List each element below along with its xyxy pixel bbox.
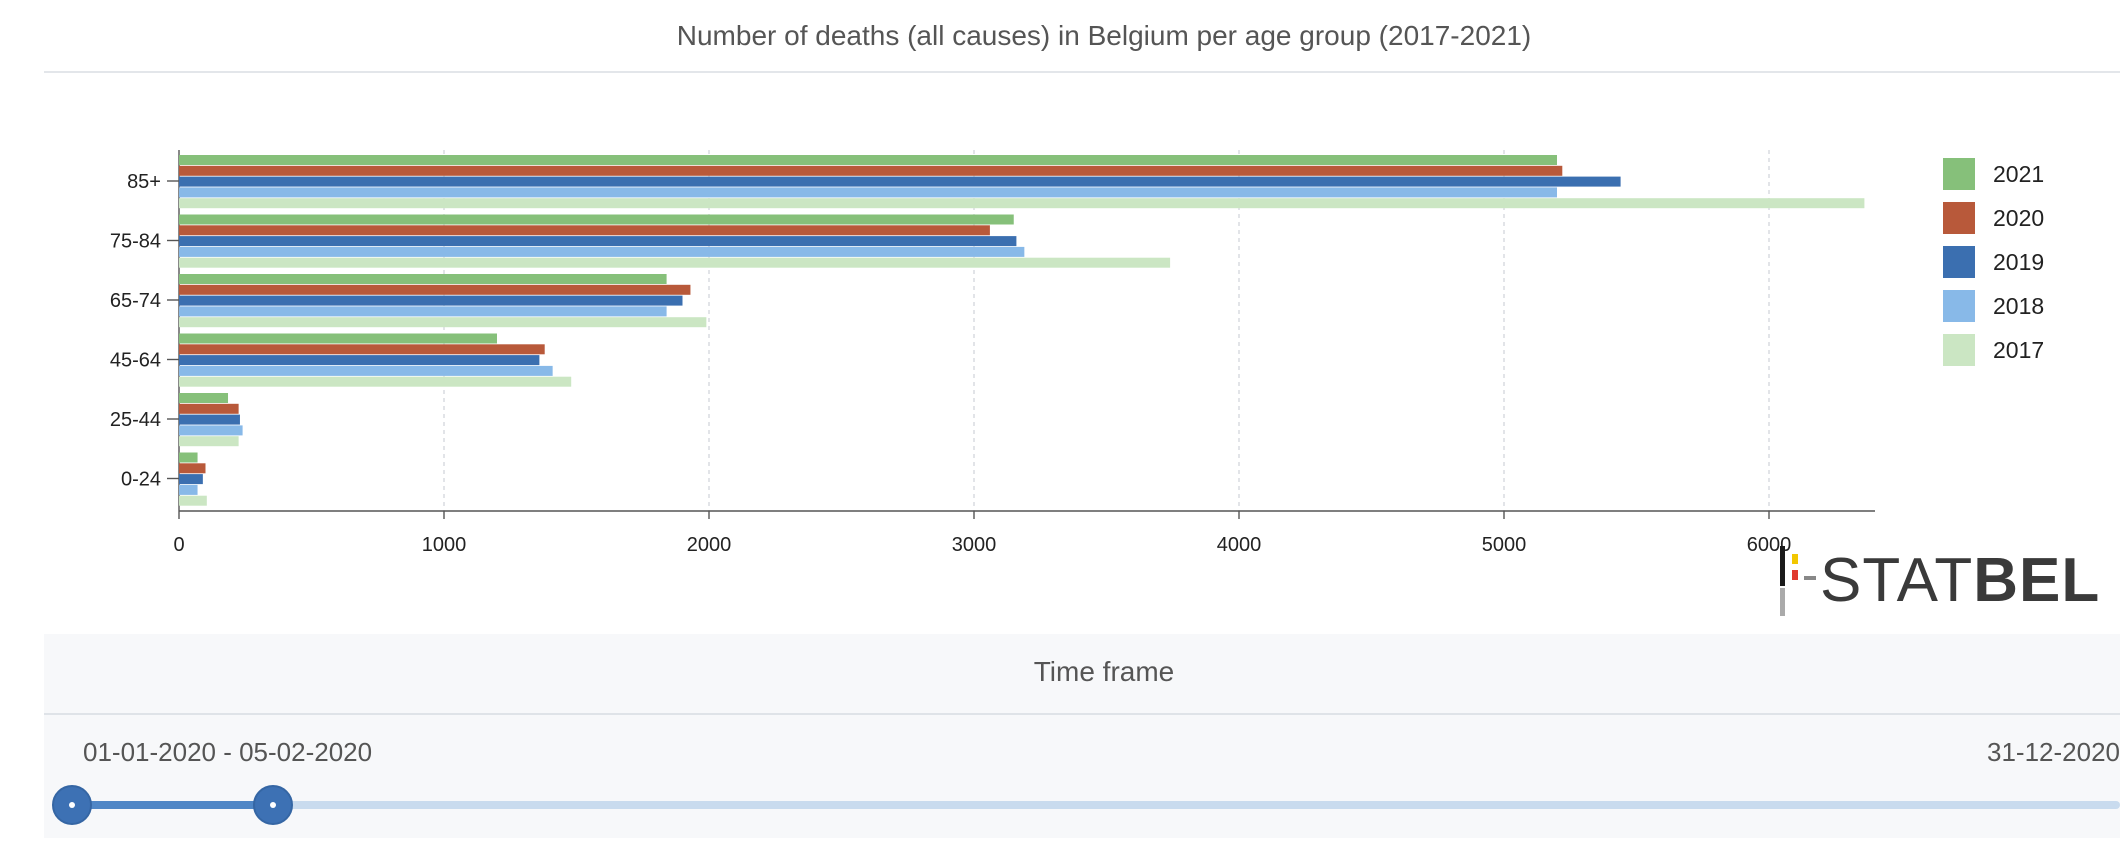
timeframe-panel: Time frame 01-01-2020 - 05-02-2020 31-12…: [44, 634, 2120, 838]
slider-start-handle[interactable]: [52, 785, 92, 825]
bar: [179, 306, 667, 317]
legend-label: 2018: [1993, 293, 2044, 319]
slider-track[interactable]: [72, 801, 2120, 809]
legend-swatch: [1943, 246, 1975, 278]
bar: [179, 376, 572, 387]
statbel-logo-mark: [1780, 546, 1816, 616]
y-tick-label: 65-74: [110, 290, 161, 312]
y-tick-label: 85+: [127, 171, 161, 193]
x-tick-label: 0: [173, 534, 184, 556]
bar: [179, 236, 1017, 247]
y-tick-label: 0-24: [121, 469, 161, 491]
range-end-label: 31-12-2020: [1987, 737, 2120, 767]
bar: [179, 474, 203, 485]
x-tick-label: 5000: [1482, 534, 1527, 556]
x-tick-label: 2000: [687, 534, 732, 556]
selected-range-label: 01-01-2020 - 05-02-2020: [83, 737, 373, 767]
x-tick-label: 3000: [952, 534, 997, 556]
bar: [179, 484, 198, 495]
bar: [179, 187, 1557, 198]
legend-label: 2017: [1993, 337, 2044, 363]
bar: [179, 452, 198, 463]
slider-end-handle[interactable]: [252, 785, 293, 825]
logo-text-stat: STAT: [1820, 546, 1974, 615]
legend-swatch: [1943, 290, 1975, 322]
bar: [179, 425, 243, 436]
legend-label: 2021: [1993, 161, 2044, 187]
bar: [179, 214, 1014, 225]
bar: [179, 295, 683, 306]
bar: [179, 355, 540, 366]
bar: [179, 155, 1557, 165]
legend-label: 2019: [1993, 249, 2044, 275]
legend-swatch: [1943, 334, 1975, 366]
bar: [179, 198, 1865, 209]
x-tick-label: 1000: [422, 534, 467, 556]
title-divider: [44, 71, 2120, 73]
bar: [179, 436, 239, 447]
y-tick-label: 75-84: [110, 231, 161, 253]
slider-selected-range: [72, 801, 273, 809]
statbel-logo-wordmark: STATBEL: [1820, 542, 2100, 620]
bar: [179, 165, 1563, 176]
bar: [179, 414, 240, 425]
legend-label: 2020: [1993, 205, 2044, 231]
bar: [179, 495, 207, 506]
legend-swatch: [1943, 158, 1975, 190]
statbel-logo: STATBEL: [1776, 542, 2120, 620]
legend-swatch: [1943, 202, 1975, 234]
chart-title: Number of deaths (all causes) in Belgium…: [676, 20, 1532, 51]
bar: [179, 317, 707, 328]
bar: [179, 344, 545, 355]
y-tick-label: 25-44: [110, 409, 161, 431]
timeframe-title: Time frame: [1033, 656, 1175, 687]
timeframe-slider[interactable]: [52, 774, 2120, 834]
bar: [179, 176, 1621, 187]
bar: [179, 225, 990, 236]
bar: [179, 403, 239, 414]
bar: [179, 284, 691, 295]
bar: [179, 463, 206, 474]
bar: [179, 393, 229, 403]
bar: [179, 333, 497, 344]
x-tick-label: 4000: [1217, 534, 1262, 556]
timeframe-divider: [44, 713, 2120, 715]
y-tick-label: 45-64: [110, 350, 161, 372]
logo-text-bel: BEL: [1973, 546, 2101, 615]
bar: [179, 257, 1171, 268]
bar: [179, 365, 553, 376]
bar-chart: 0 1000 2000 3000 4000 5000 600085+75-8465-7445…: [110, 150, 2044, 556]
bar: [179, 246, 1025, 257]
bar: [179, 274, 667, 284]
